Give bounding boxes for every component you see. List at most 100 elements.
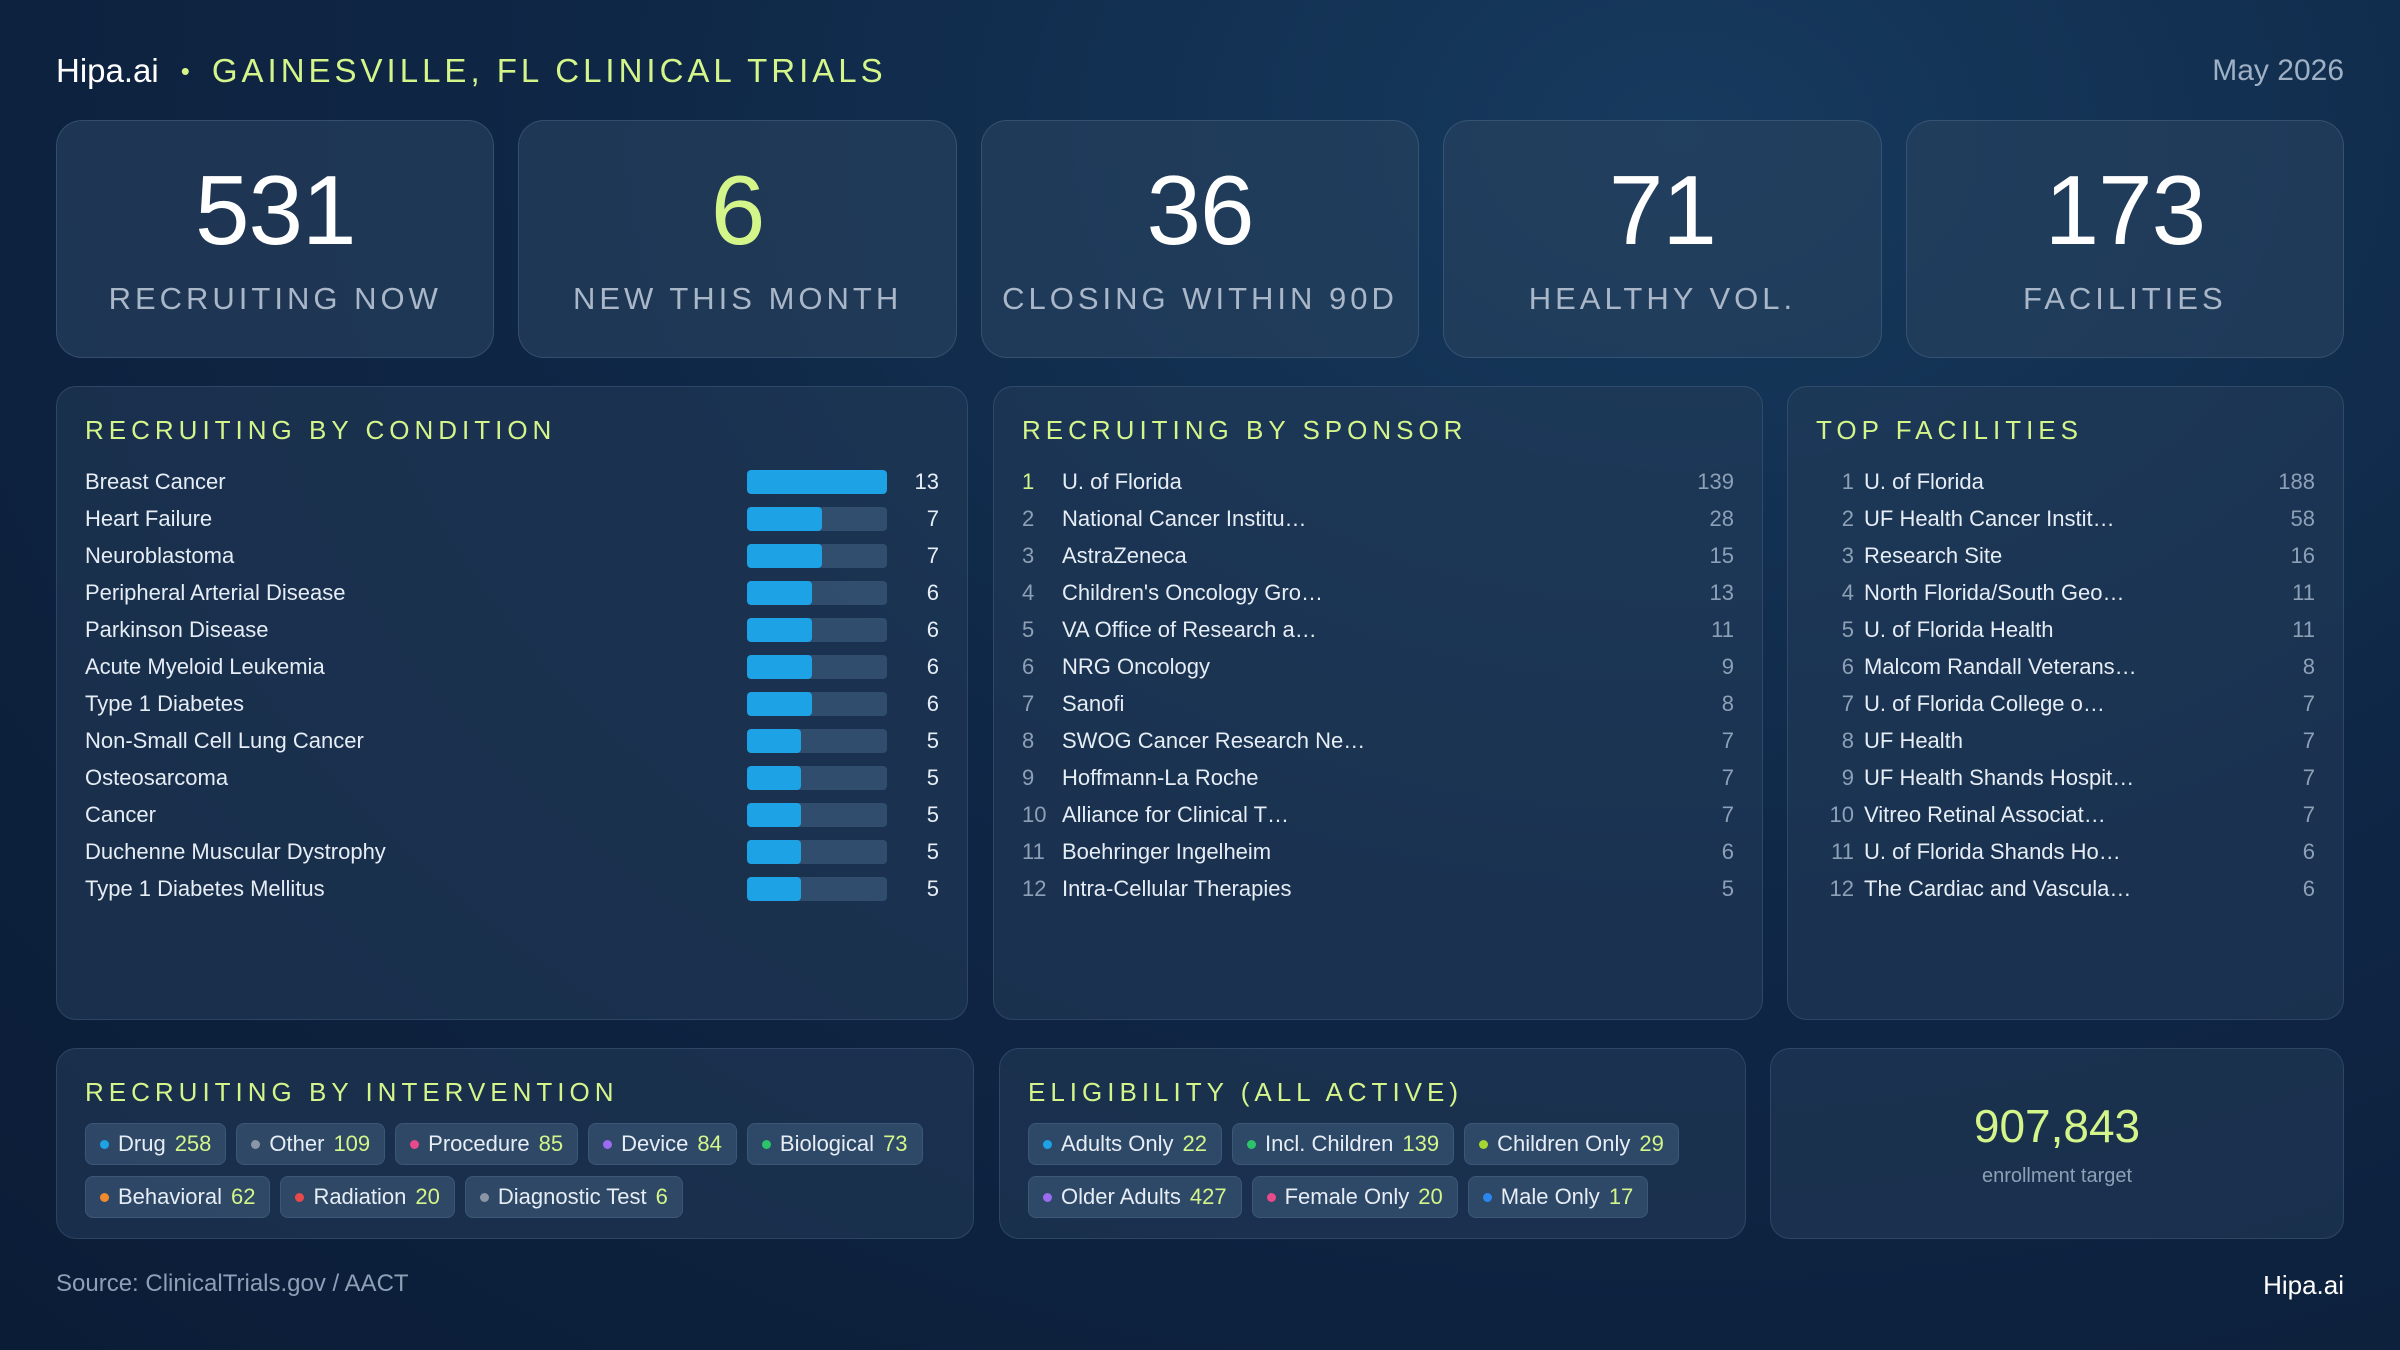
intervention-label: Diagnostic Test [497,1184,647,1209]
condition-name: Cancer [85,801,156,827]
condition-row: Duchenne Muscular Dystrophy 5 [85,833,939,870]
condition-bar-track [747,580,887,605]
sponsor-name: NRG Oncology [1062,653,1210,679]
condition-count: 5 [926,875,939,901]
eligibility-label: Children Only [1497,1131,1631,1156]
facility-name: UF Health [1864,727,1964,753]
header: Hipa.ai • GAINESVILLE, FL CLINICAL TRIAL… [56,48,2344,94]
facility-rank: 10 [1829,801,1854,827]
sponsor-row: 11 Boehringer Ingelheim 6 [1022,833,1734,870]
condition-name: Acute Myeloid Leukemia [85,653,325,679]
facility-count: 8 [2302,653,2315,679]
legend-dot-icon [1479,1139,1489,1149]
condition-row: Acute Myeloid Leukemia 6 [85,648,939,685]
sponsor-row: 5 VA Office of Research a… 11 [1022,611,1734,648]
condition-count: 7 [926,542,939,568]
condition-count: 5 [926,764,939,790]
facility-rank: 4 [1841,579,1854,605]
facility-rank: 9 [1841,764,1854,790]
facility-row: 1 U. of Florida 188 [1816,463,2315,500]
legend-dot-icon [479,1192,489,1202]
facility-list: 1 U. of Florida 188 2 UF Health Cancer Insti… [1816,463,2315,907]
condition-bar [747,876,801,901]
facility-count: 11 [2292,579,2315,605]
condition-name: Type 1 Diabetes Mellitus [85,875,325,901]
kpi-label: FACILITIES [2022,281,2227,316]
eligibility-chip: Adults Only 22 [1028,1123,1222,1165]
condition-bar-track [747,802,887,827]
facility-count: 11 [2292,616,2315,642]
facility-rank: 3 [1841,542,1854,568]
condition-bar-track [747,654,887,679]
sponsor-rank: 5 [1022,616,1035,642]
legend-dot-icon [251,1139,261,1149]
condition-bar [747,765,801,790]
facility-count: 7 [2302,764,2315,790]
facility-row: 9 UF Health Shands Hospit… 7 [1816,759,2315,796]
condition-bar-track [747,691,887,716]
sponsor-panel: RECRUITING BY SPONSOR 1 U. of Florida 139 2… [993,386,1763,1020]
facility-rank: 7 [1841,690,1854,716]
sponsor-name: National Cancer Institu… [1062,505,1307,531]
kpi-facilities: 173 FACILITIES [1905,120,2345,358]
condition-bar-track [747,876,887,901]
facility-row: 4 North Florida/South Geo… 11 [1816,574,2315,611]
legend-dot-icon [1043,1192,1052,1202]
eligibility-panel: ELIGIBILITY (ALL ACTIVE) Adults Only 22 In… [999,1048,1746,1239]
legend-dot-icon [410,1139,420,1149]
sponsor-name: Sanofi [1062,690,1125,716]
condition-name: Breast Cancer [85,468,226,494]
condition-row: Cancer 5 [85,796,939,833]
condition-bar [747,580,812,605]
brand-logo: Hipa.ai [56,52,159,89]
condition-row: Neuroblastoma 7 [85,537,939,574]
report-date: May 2026 [2212,54,2344,87]
footer: Source: ClinicalTrials.gov / AACT Hipa.a… [56,1270,2344,1301]
condition-count: 5 [926,838,939,864]
condition-bar-track [747,617,887,642]
facility-count: 7 [2302,727,2315,753]
facilities-panel: TOP FACILITIES 1 U. of Florida 188 2 UF Heal… [1787,386,2344,1020]
condition-row: Type 1 Diabetes Mellitus 5 [85,870,939,907]
condition-row: Parkinson Disease 6 [85,611,939,648]
kpi-value: 531 [194,155,357,265]
sponsor-row: 2 National Cancer Institu… 28 [1022,500,1734,537]
page-title: GAINESVILLE, FL CLINICAL TRIALS [211,52,887,89]
condition-name: Neuroblastoma [85,542,235,568]
sponsor-name: Boehringer Ingelheim [1062,838,1272,864]
eligibility-label: Incl. Children [1264,1131,1394,1156]
intervention-count: 85 [538,1131,564,1156]
sponsor-rank: 3 [1022,542,1035,568]
sponsor-rank: 1 [1022,468,1035,494]
kpi-label: HEALTHY VOL. [1528,281,1797,316]
eligibility-label: Female Only [1284,1184,1410,1209]
eligibility-label: Older Adults [1061,1184,1181,1209]
facility-name: The Cardiac and Vascula… [1864,875,2132,901]
sponsor-rank: 7 [1022,690,1035,716]
facility-rank: 12 [1829,875,1854,901]
condition-name: Duchenne Muscular Dystrophy [85,838,386,864]
facility-row: 6 Malcom Randall Veterans… 8 [1816,648,2315,685]
sponsor-rank: 11 [1022,838,1045,864]
intervention-chip: Diagnostic Test 6 [464,1176,683,1218]
intervention-count: 84 [697,1131,722,1156]
legend-dot-icon [1043,1139,1052,1149]
facility-rank: 11 [1831,838,1854,864]
intervention-label: Biological [779,1131,875,1156]
brand-title: Hipa.ai • GAINESVILLE, FL CLINICAL TRIAL… [56,52,887,90]
kpi-row: 531 RECRUITING NOW 6 NEW THIS MONTH 36 C… [56,120,2345,358]
sponsor-count: 28 [1709,505,1734,531]
title-separator: • [180,55,190,86]
facility-rank: 8 [1841,727,1854,753]
sponsor-row: 6 NRG Oncology 9 [1022,648,1734,685]
kpi-healthy-vol: 71 HEALTHY VOL. [1443,120,1882,358]
condition-bar [747,654,812,679]
condition-row: Breast Cancer 13 [85,463,939,500]
sponsor-row: 3 AstraZeneca 15 [1022,537,1734,574]
condition-panel: RECRUITING BY CONDITION Breast Cancer 13 H… [56,386,968,1020]
footer-brand: Hipa.ai [2263,1270,2344,1300]
kpi-recruiting-now: 531 RECRUITING NOW [56,120,495,358]
kpi-value: 71 [1608,155,1717,265]
facility-name: U. of Florida Health [1864,616,2054,642]
intervention-label: Behavioral [118,1184,222,1209]
